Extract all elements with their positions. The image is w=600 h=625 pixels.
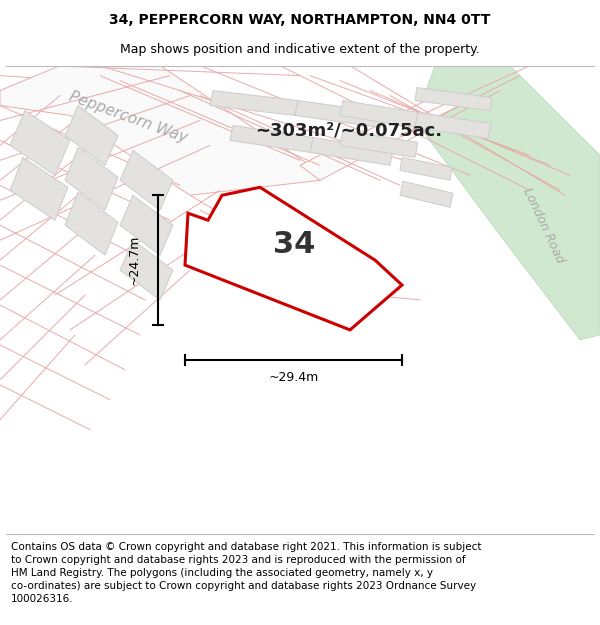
Text: London Road: London Road [520, 186, 566, 265]
Polygon shape [400, 158, 452, 181]
Polygon shape [65, 106, 118, 166]
Polygon shape [310, 138, 393, 166]
Polygon shape [300, 91, 460, 181]
Polygon shape [0, 66, 320, 195]
Polygon shape [415, 66, 600, 340]
Text: 34, PEPPERCORN WAY, NORTHAMPTON, NN4 0TT: 34, PEPPERCORN WAY, NORTHAMPTON, NN4 0TT [109, 12, 491, 27]
Polygon shape [65, 148, 118, 210]
Polygon shape [295, 101, 383, 127]
Text: ~24.7m: ~24.7m [128, 235, 140, 285]
Text: ~29.4m: ~29.4m [268, 371, 319, 384]
Polygon shape [340, 101, 418, 127]
Polygon shape [120, 151, 173, 210]
Polygon shape [340, 131, 418, 158]
Polygon shape [120, 240, 173, 300]
Text: Peppercorn Way: Peppercorn Way [67, 89, 189, 146]
Polygon shape [400, 181, 453, 208]
Polygon shape [415, 112, 491, 138]
Polygon shape [185, 188, 402, 330]
Text: ~303m²/~0.075ac.: ~303m²/~0.075ac. [255, 121, 442, 139]
Polygon shape [120, 195, 173, 255]
Polygon shape [415, 88, 492, 111]
Text: 34: 34 [272, 230, 315, 259]
Polygon shape [10, 111, 70, 176]
Polygon shape [10, 158, 68, 220]
Polygon shape [65, 192, 118, 255]
Polygon shape [210, 91, 298, 116]
Polygon shape [230, 126, 313, 152]
Text: Contains OS data © Crown copyright and database right 2021. This information is : Contains OS data © Crown copyright and d… [11, 542, 481, 604]
Text: Map shows position and indicative extent of the property.: Map shows position and indicative extent… [120, 42, 480, 56]
